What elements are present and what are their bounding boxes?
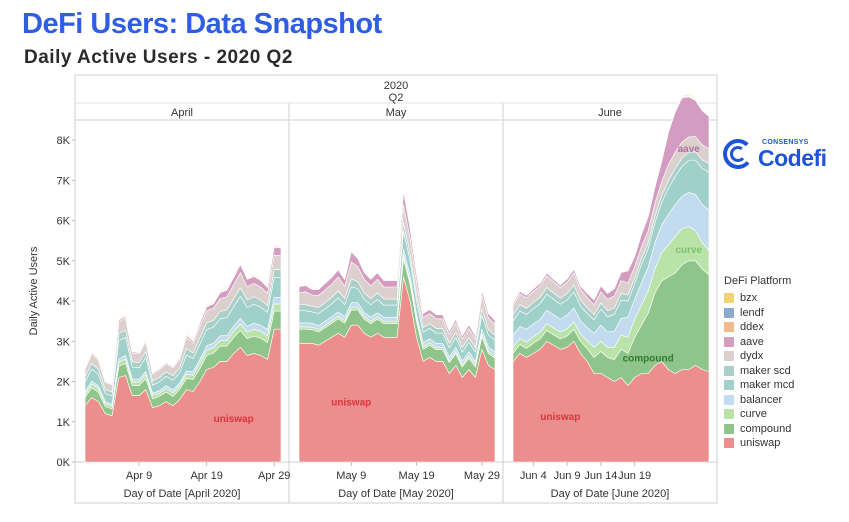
legend-swatch <box>724 322 734 333</box>
legend-item-ddex[interactable]: ddex <box>724 320 844 335</box>
legend-label: compound <box>740 422 792 435</box>
legend-item-curve[interactable]: curve <box>724 407 844 422</box>
codefi-logo-icon <box>723 139 753 169</box>
legend-item-compound[interactable]: compound <box>724 422 844 437</box>
legend-swatch <box>724 336 734 347</box>
legend-swatch <box>724 380 734 391</box>
area-bzx-june <box>512 94 710 303</box>
y-tick-label: 5K <box>57 256 71 268</box>
y-tick-label: 0K <box>57 457 71 469</box>
panel-title: May <box>386 107 407 119</box>
legend-label: ddex <box>740 321 764 334</box>
year-header: 2020 <box>384 80 408 92</box>
x-tick-label: Jun 14 <box>584 470 617 482</box>
x-tick-label: Apr 29 <box>258 470 290 482</box>
legend-item-maker-mcd[interactable]: maker mcd <box>724 378 844 393</box>
legend-swatch <box>724 394 734 405</box>
x-tick-label: Apr 9 <box>126 470 152 482</box>
x-tick-label: May 29 <box>464 470 500 482</box>
x-tick-label: May 9 <box>336 470 366 482</box>
legend-label: bzx <box>740 292 758 305</box>
dashboard-title: DeFi Users: Data Snapshot <box>22 8 382 40</box>
legend-label: curve <box>740 408 767 421</box>
legend-label: lendf <box>740 306 764 319</box>
area-label-compound: compound <box>623 353 674 364</box>
legend-item-maker-scd[interactable]: maker scd <box>724 364 844 379</box>
legend-swatch <box>724 423 734 434</box>
legend-swatch <box>724 293 734 304</box>
legend-swatch <box>724 351 734 362</box>
chart-subtitle: Daily Active Users - 2020 Q2 <box>24 47 293 68</box>
y-tick-label: 4K <box>57 296 71 308</box>
logo-name-text: Codefi <box>758 145 827 171</box>
chart-legend: DeFi Platform bzx lendf ddex aave dydx maker … <box>724 275 844 451</box>
legend-item-bzx[interactable]: bzx <box>724 291 844 306</box>
y-tick-label: 2K <box>57 377 71 389</box>
area-bzx-april <box>84 244 282 384</box>
area-label-uniswap: uniswap <box>331 398 371 409</box>
legend-label: balancer <box>740 393 783 406</box>
legend-label: uniswap <box>740 437 781 450</box>
area-label-uniswap: uniswap <box>214 414 254 425</box>
legend-swatch <box>724 365 734 376</box>
codefi-logo: CONSENSYS Codefi <box>722 136 842 176</box>
legend-item-balancer[interactable]: balancer <box>724 393 844 408</box>
legend-label: maker mcd <box>740 379 795 392</box>
x-tick-label: Jun 9 <box>554 470 581 482</box>
area-label-uniswap: uniswap <box>540 412 580 423</box>
y-tick-label: 8K <box>57 135 71 147</box>
legend-item-uniswap[interactable]: uniswap <box>724 436 844 451</box>
chart-frame <box>74 74 718 504</box>
legend-item-lendf[interactable]: lendf <box>724 306 844 321</box>
x-tick-label: May 19 <box>399 470 435 482</box>
legend-item-aave[interactable]: aave <box>724 335 844 350</box>
area-bzx-may <box>298 188 496 336</box>
logo-brand-text: CONSENSYS <box>762 139 809 146</box>
panel-title: April <box>171 107 193 119</box>
legend-item-dydx[interactable]: dydx <box>724 349 844 364</box>
x-tick-label: Jun 19 <box>618 470 651 482</box>
y-axis-label: Daily Active Users <box>28 246 40 335</box>
legend-label: maker scd <box>740 364 791 377</box>
y-tick-label: 7K <box>57 175 71 187</box>
x-tick-label: Jun 4 <box>520 470 547 482</box>
x-tick-label: Apr 19 <box>190 470 222 482</box>
y-tick-label: 3K <box>57 336 71 348</box>
x-axis-label: Day of Date [June 2020] <box>551 488 670 500</box>
area-label-curve: curve <box>675 245 702 256</box>
legend-label: dydx <box>740 350 764 363</box>
quarter-header: Q2 <box>389 92 404 104</box>
x-axis-label: Day of Date [May 2020] <box>338 488 454 500</box>
area-label-aave: aave <box>678 144 701 155</box>
legend-swatch <box>724 307 734 318</box>
legend-items: bzx lendf ddex aave dydx maker scd maker mcd ba… <box>724 291 844 451</box>
y-tick-label: 6K <box>57 216 71 228</box>
x-axis-label: Day of Date [April 2020] <box>124 488 241 500</box>
legend-title: DeFi Platform <box>724 275 792 287</box>
legend-label: aave <box>740 335 764 348</box>
panel-title: June <box>598 107 622 119</box>
legend-swatch <box>724 409 734 420</box>
y-tick-label: 1K <box>57 417 71 429</box>
legend-swatch <box>724 438 734 449</box>
